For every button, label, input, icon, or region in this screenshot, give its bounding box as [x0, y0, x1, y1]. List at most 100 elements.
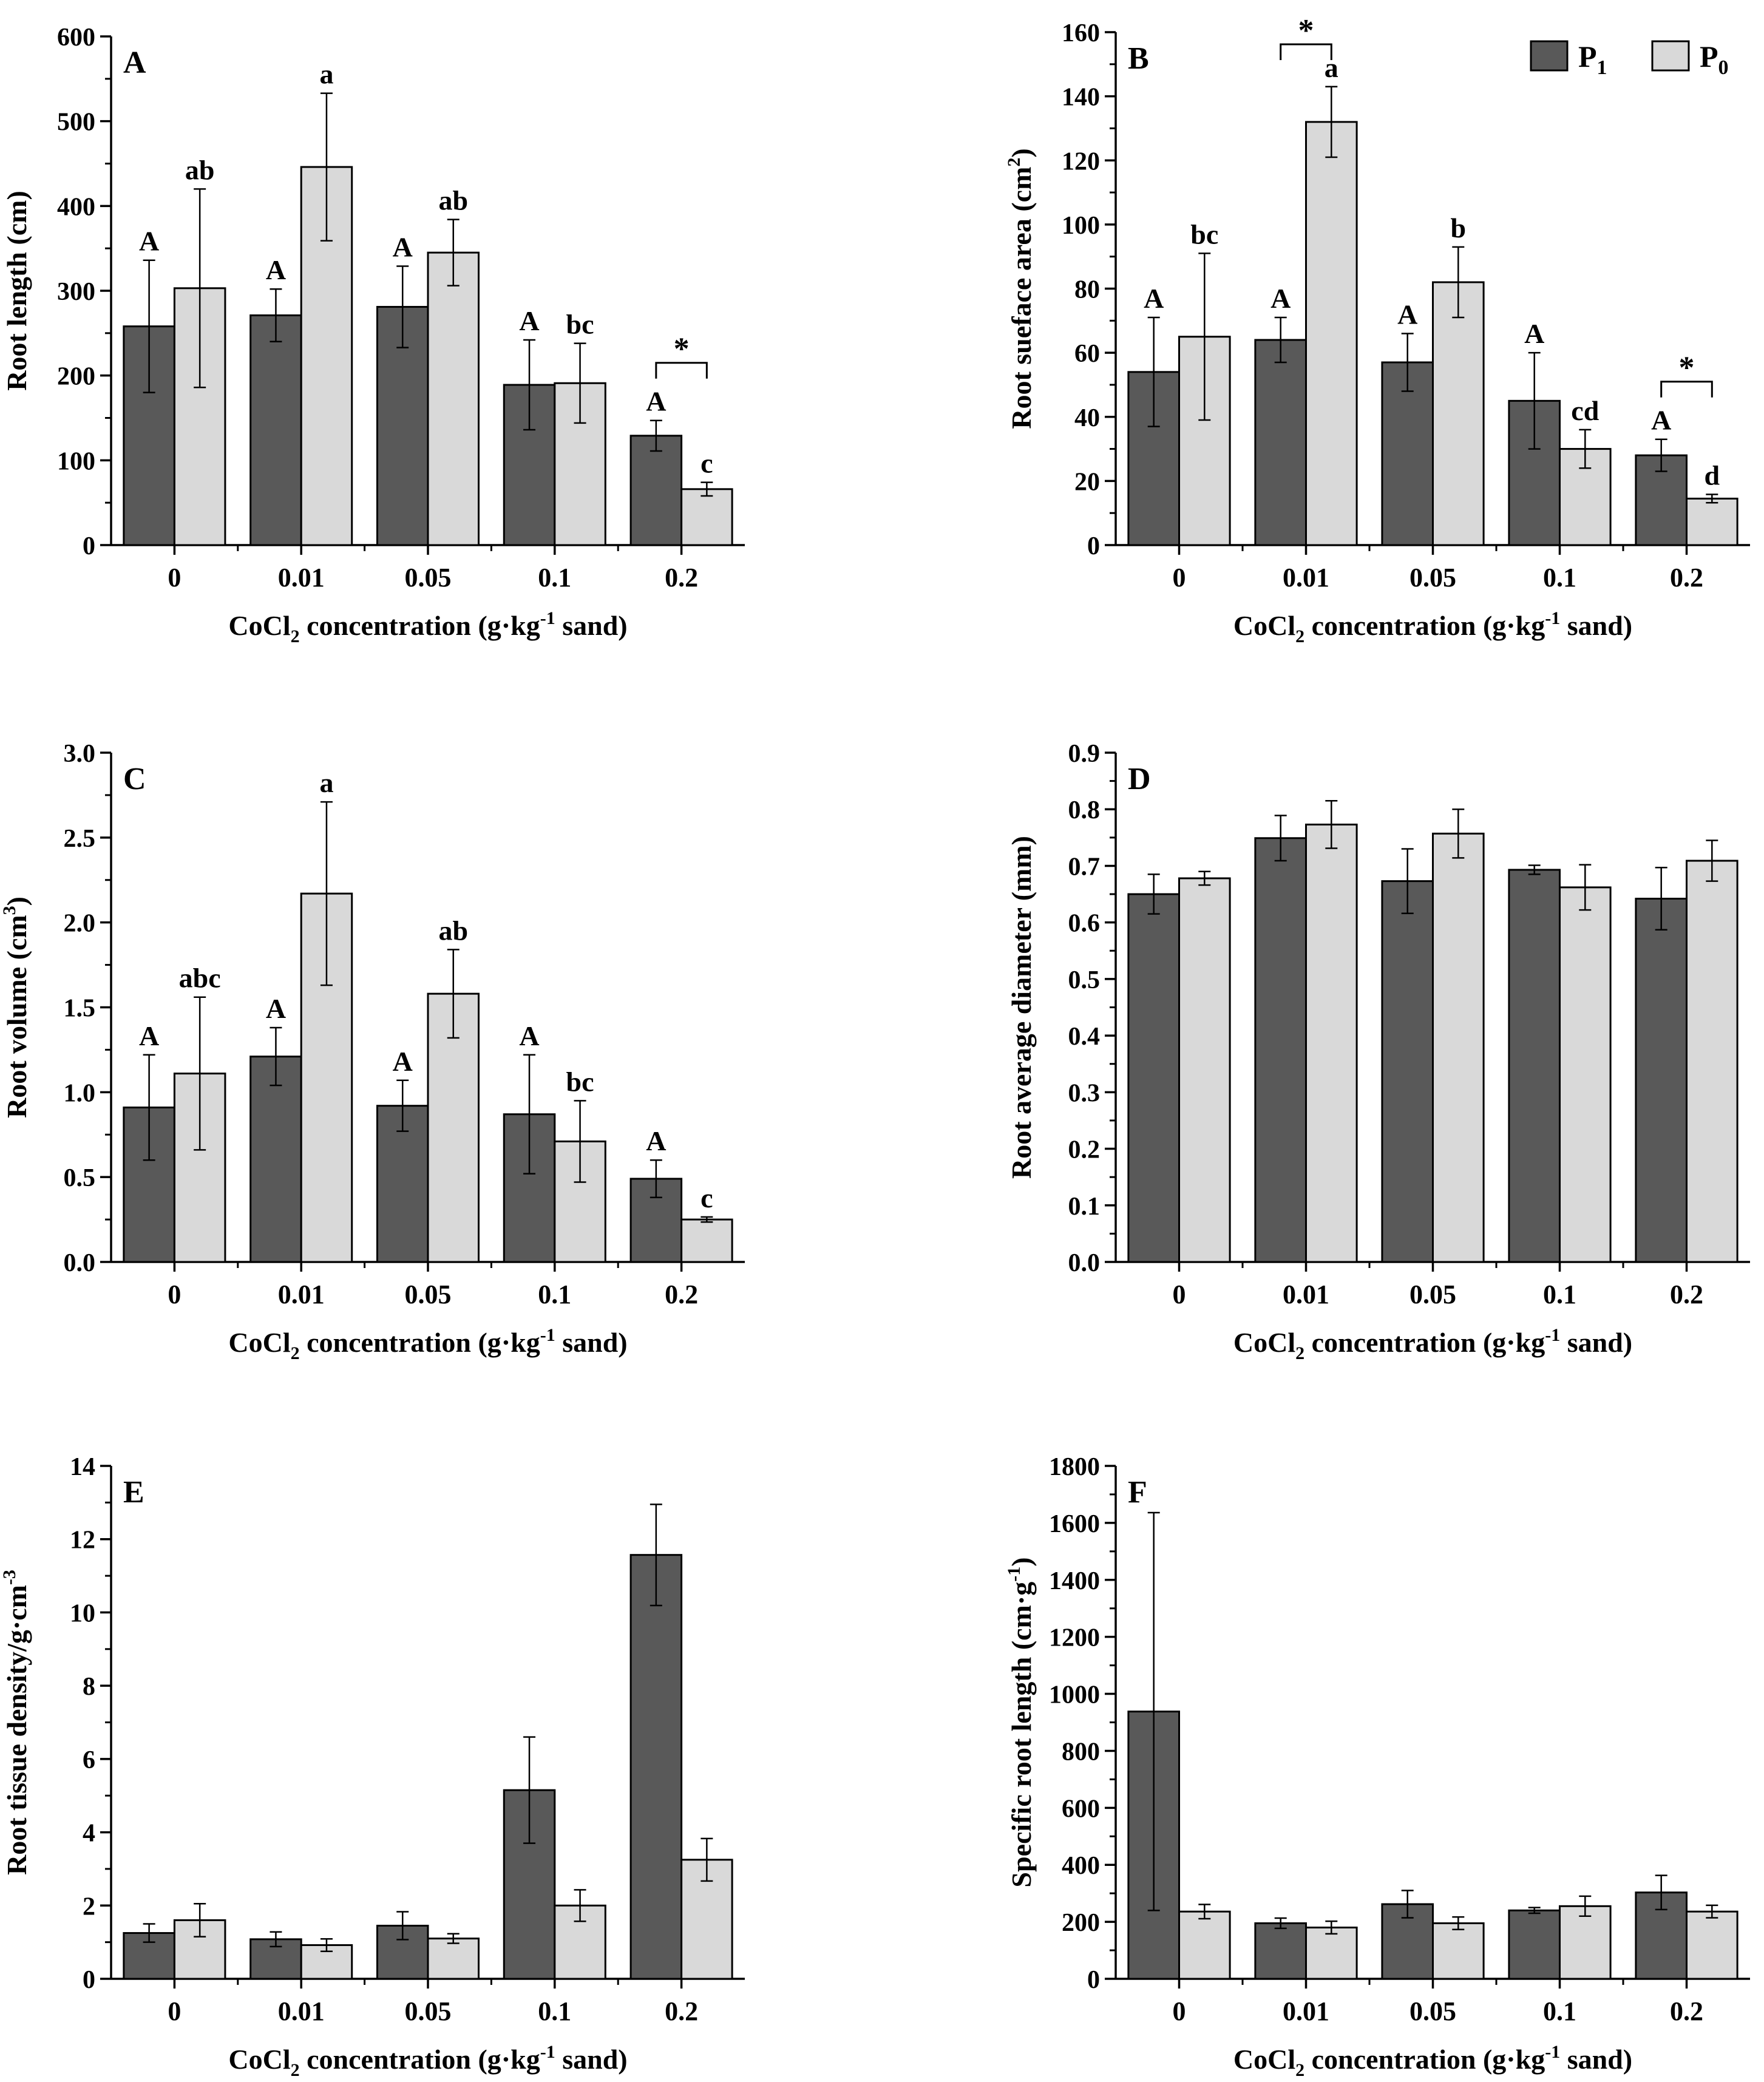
label-part: concentration (g·kg: [1304, 1327, 1545, 1358]
label-part: Root tissue density/g·cm: [1, 1585, 32, 1875]
label-part: Root volume (cm: [1, 915, 32, 1118]
bar-p1: [249, 1056, 302, 1263]
bar-p1: [1635, 898, 1688, 1263]
significance-star: *: [674, 332, 690, 367]
y-tick-label: 14: [70, 1453, 95, 1481]
y-tick-label: 1200: [1049, 1624, 1100, 1652]
bar-p1: [1381, 361, 1434, 546]
x-tick-label: 0.01: [1283, 1996, 1329, 2026]
x-tick-label: 0.01: [1283, 1280, 1329, 1309]
y-tick-label: 0.1: [1068, 1193, 1101, 1221]
bar-p0: [427, 1938, 480, 1980]
label-superscript: 2: [1004, 158, 1024, 167]
y-tick-label: 0.9: [1068, 740, 1101, 768]
label-part: CoCl: [1233, 610, 1295, 641]
y-tick-label: 600: [57, 24, 95, 52]
label-superscript: -1: [1545, 608, 1560, 628]
x-tick-label: 0.05: [405, 1280, 452, 1309]
label-superscript: -1: [540, 608, 555, 628]
y-tick-label: 0.8: [1068, 796, 1101, 824]
significance-letter: cd: [1571, 395, 1599, 426]
y-tick-label: 1.5: [64, 995, 96, 1023]
x-tick-label: 0.05: [1410, 563, 1456, 592]
label-part: sand): [555, 1327, 628, 1358]
legend-label: P1: [1578, 39, 1607, 79]
x-axis-title: CoCl2 concentration (g·kg-1 sand): [228, 2042, 627, 2080]
label-subscript: 2: [1295, 626, 1304, 646]
y-tick-label: 2: [83, 1893, 95, 1921]
y-tick-label: 10: [70, 1599, 95, 1627]
legend-label: P0: [1700, 39, 1729, 79]
x-tick-label: 0.1: [1543, 1280, 1576, 1309]
panel-label: E: [123, 1475, 144, 1510]
significance-letter: d: [1705, 460, 1720, 491]
bar-p0: [1559, 886, 1612, 1263]
significance-letter: bc: [566, 1066, 594, 1097]
y-tick-label: 100: [1062, 212, 1100, 240]
x-tick-label: 0.01: [278, 563, 325, 592]
y-axis-title: Root sueface area (cm2): [1004, 148, 1037, 429]
significance-letter: A: [266, 993, 286, 1024]
x-tick-label: 0: [168, 563, 181, 592]
y-tick-label: 400: [1062, 1852, 1100, 1880]
y-tick-label: 40: [1074, 404, 1100, 432]
significance-bracket: [655, 362, 708, 379]
significance-letter: A: [646, 1125, 666, 1156]
y-tick-label: 0.7: [1068, 853, 1101, 881]
label-text: Root length (cm): [1, 191, 32, 391]
y-tick-label: 6: [83, 1746, 95, 1774]
bar-p0: [1178, 1910, 1231, 1980]
label-part: concentration (g·kg: [1304, 2044, 1545, 2075]
legend-label-subscript: 0: [1718, 56, 1729, 79]
significance-letter: A: [646, 386, 666, 417]
panel-label: D: [1128, 762, 1151, 796]
significance-letter: abc: [179, 963, 221, 994]
significance-letter: ab: [185, 154, 215, 185]
panel-label: B: [1128, 41, 1149, 76]
y-tick-label: 100: [57, 447, 95, 475]
label-part: sand): [1560, 2044, 1632, 2075]
bar-p1: [629, 1554, 683, 1980]
x-tick-label: 0.2: [665, 563, 698, 592]
bar-p0: [1686, 860, 1739, 1263]
bar-p1: [1254, 837, 1307, 1263]
significance-letter: A: [1524, 318, 1544, 349]
x-tick-label: 0.05: [1410, 1996, 1456, 2026]
label-subscript: 2: [1295, 1343, 1304, 1363]
bar-p0: [680, 488, 733, 546]
significance-letter: A: [139, 1020, 159, 1051]
y-tick-label: 0.3: [1068, 1079, 1101, 1107]
y-tick-label: 1.0: [64, 1079, 96, 1107]
significance-letter: A: [519, 1020, 539, 1051]
significance-letter: ab: [438, 915, 468, 946]
panel-f: 0 200 400 600 800 1000 1200 1400 1600 1800 0 0.01 0.…: [1004, 1453, 1750, 2080]
y-tick-label: 0: [83, 532, 95, 560]
panel-a: 0 100 200 300 400 500 600 0 Aab 0.01 Aa 0.05 Aab 0.1 A…: [1, 24, 745, 646]
panel-d: 0.0 0.1 0.2 0.3 0.4 0.5 0.6 0.7 0.8 0.9 0 0.01 0.05 0…: [1006, 740, 1750, 1363]
significance-letter: bc: [566, 309, 594, 340]
x-tick-label: 0.2: [665, 1996, 698, 2026]
x-axis-title: CoCl2 concentration (g·kg-1 sand): [228, 1325, 627, 1363]
y-tick-label: 80: [1074, 276, 1100, 304]
legend-swatch: [1651, 40, 1690, 72]
y-tick-label: 12: [70, 1527, 95, 1555]
y-tick-label: 120: [1062, 148, 1100, 175]
y-tick-label: 2.5: [64, 825, 96, 853]
significance-letter: A: [266, 254, 286, 285]
label-part: CoCl: [228, 1327, 290, 1358]
significance-letter: b: [1451, 212, 1467, 243]
significance-letter: c: [701, 1182, 713, 1213]
bar-p1: [1381, 880, 1434, 1263]
legend-label-main: P: [1578, 39, 1597, 73]
x-axis-title: CoCl2 concentration (g·kg-1 sand): [1233, 1325, 1632, 1363]
x-tick-label: 0.2: [1670, 563, 1703, 592]
bar-p1: [1254, 339, 1307, 546]
label-part: Specific root length (cm·g: [1006, 1582, 1037, 1888]
y-tick-label: 3.0: [64, 740, 96, 768]
label-part: CoCl: [228, 2044, 290, 2075]
significance-letter: a: [1325, 52, 1338, 83]
y-tick-label: 0: [83, 1966, 95, 1994]
x-tick-label: 0.2: [1670, 1280, 1703, 1309]
bar-p0: [1305, 121, 1358, 546]
